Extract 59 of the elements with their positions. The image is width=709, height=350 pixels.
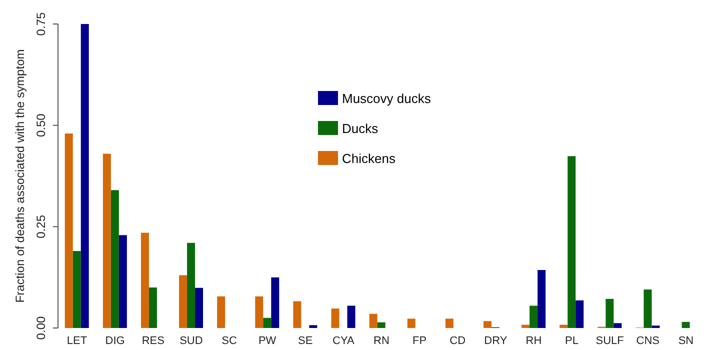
bar	[195, 288, 204, 328]
bar	[369, 314, 378, 328]
y-tick-label: 0.25	[34, 214, 48, 238]
bar	[140, 232, 149, 328]
bar	[407, 318, 416, 328]
bar	[72, 250, 81, 328]
bar	[64, 133, 73, 328]
legend-label: Ducks	[342, 120, 378, 136]
bar	[568, 156, 576, 328]
x-tick-label: SULF	[596, 334, 624, 347]
y-tick-label: 0.50	[34, 113, 48, 138]
bar	[682, 322, 690, 328]
bar	[614, 323, 622, 328]
x-tick-label: FP	[412, 334, 427, 347]
x-tick-label: DIG	[105, 334, 125, 347]
x-tick-label: CYA	[332, 334, 355, 347]
bar	[255, 296, 264, 328]
y-tick-label: 0.00	[34, 316, 48, 340]
x-tick-label: PL	[565, 334, 579, 347]
bar	[148, 287, 157, 328]
bar	[347, 306, 356, 328]
bar	[445, 318, 454, 328]
x-tick-label: SUD	[180, 334, 203, 347]
bar	[576, 300, 584, 328]
bar	[80, 24, 89, 328]
x-tick-label: RES	[142, 334, 164, 347]
bar	[217, 296, 226, 328]
x-tick-label: LET	[66, 334, 88, 347]
bar	[263, 318, 272, 328]
bar	[530, 306, 538, 328]
bar	[522, 324, 530, 328]
x-tick-label: CNS	[636, 334, 660, 347]
bar	[377, 322, 386, 328]
bar	[560, 324, 568, 328]
bar	[179, 275, 188, 328]
legend-label: Chickens	[342, 150, 396, 166]
legend-label: Muscovy ducks	[342, 90, 431, 106]
bar	[118, 235, 127, 328]
bar	[187, 242, 196, 328]
x-tick-label: RN	[374, 334, 390, 347]
bar	[309, 325, 318, 328]
x-tick-label: RH	[526, 334, 542, 347]
x-tick-label: PW	[258, 334, 277, 347]
bar	[102, 154, 111, 328]
bar	[484, 321, 492, 328]
bar	[271, 277, 280, 328]
bar	[644, 289, 652, 328]
bar	[293, 301, 302, 328]
x-tick-label: SE	[298, 334, 313, 347]
x-tick-label: CD	[450, 334, 466, 347]
bar	[606, 298, 614, 328]
x-tick-label: SC	[222, 334, 237, 347]
x-tick-label: DRY	[484, 334, 508, 347]
bar	[538, 270, 546, 328]
bar	[110, 190, 119, 328]
x-tick-label: SN	[678, 334, 694, 347]
y-tick-label: 0.75	[34, 12, 48, 36]
bar	[331, 308, 340, 328]
y-axis-title: Fraction of deaths associated with the symptom	[13, 49, 27, 303]
